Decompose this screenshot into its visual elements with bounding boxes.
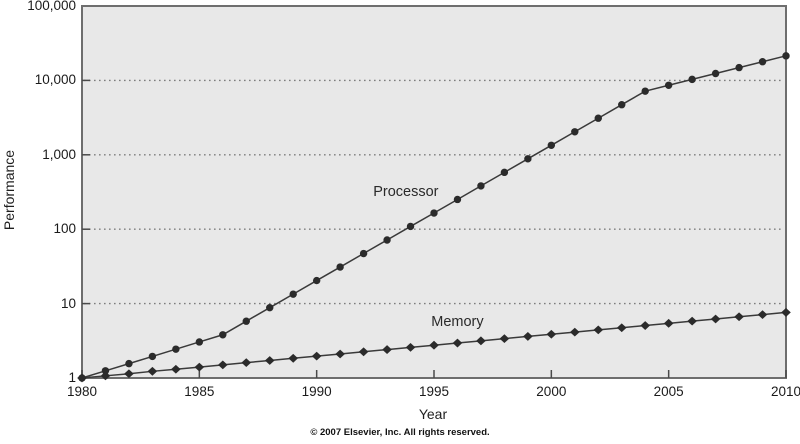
processor-marker [172, 345, 180, 353]
processor-marker [406, 222, 415, 231]
y-axis-title: Performance [1, 149, 17, 231]
processor-marker [195, 338, 204, 346]
memory-marker [781, 308, 791, 317]
processor-marker [758, 58, 767, 66]
memory-marker [570, 327, 580, 337]
processor-marker [782, 52, 790, 60]
memory-marker [405, 342, 416, 352]
memory-marker [429, 340, 439, 350]
memory-marker [358, 347, 369, 357]
y-tick-label: 100,000 [27, 0, 76, 13]
processor-marker [524, 155, 532, 163]
memory-marker [171, 364, 181, 374]
memory-marker [640, 321, 650, 330]
memory-marker [757, 310, 768, 320]
series-label-memory: Memory [431, 313, 484, 330]
x-tick-label: 1995 [418, 384, 450, 399]
y-tick-label: 1,000 [42, 146, 76, 162]
memory-marker [663, 318, 674, 328]
memory-marker [710, 314, 721, 324]
y-tick-label: 10,000 [34, 72, 76, 88]
processor-marker [477, 182, 485, 190]
processor-marker [453, 195, 462, 204]
processor-marker [289, 290, 297, 298]
processor-marker [219, 331, 227, 339]
x-tick-label: 2000 [536, 384, 567, 399]
processor-marker [148, 352, 157, 361]
processor-marker [711, 69, 720, 78]
x-tick-label: 1985 [184, 384, 215, 399]
series-label-processor: Processor [373, 183, 439, 200]
x-tick-label: 1980 [66, 384, 98, 399]
memory-marker [124, 369, 134, 379]
memory-marker [687, 316, 697, 326]
memory-marker [616, 323, 627, 333]
y-tick-label: 10 [60, 295, 76, 311]
processor-marker [618, 100, 626, 109]
memory-marker [476, 336, 486, 346]
memory-marker [288, 353, 298, 363]
memory-marker [241, 358, 252, 368]
copyright-notice: © 2007 Elsevier, Inc. All rights reserve… [310, 427, 490, 438]
processor-marker [641, 87, 649, 95]
processor-marker [336, 263, 344, 271]
processor-marker [359, 249, 368, 258]
y-tick-label: 100 [53, 221, 76, 237]
processor-marker [266, 303, 274, 312]
memory-marker [147, 366, 158, 376]
memory-marker [593, 325, 604, 335]
memory-marker [523, 332, 533, 341]
processor-marker [430, 209, 438, 217]
processor-marker [125, 359, 133, 368]
y-tick-label: 1 [68, 370, 76, 385]
plot-area [81, 5, 787, 379]
x-tick-label: 2010 [770, 384, 800, 399]
memory-marker [100, 371, 111, 381]
memory-marker [194, 362, 205, 372]
processor-marker [242, 317, 250, 325]
processor-marker [383, 236, 391, 244]
processor-marker [594, 114, 602, 122]
processor-marker [664, 81, 673, 89]
memory-marker [382, 345, 392, 354]
memory-marker [734, 312, 744, 322]
memory-marker [311, 351, 322, 361]
processor-marker [571, 128, 579, 136]
memory-marker [452, 338, 463, 348]
memory-marker [546, 329, 557, 339]
memory-marker [264, 356, 275, 365]
memory-marker [335, 349, 345, 359]
processor-marker [735, 63, 743, 72]
memory-marker [218, 360, 228, 370]
processor-marker [500, 168, 509, 177]
x-tick-label: 1990 [301, 384, 332, 399]
processor-marker [547, 141, 556, 149]
processor-marker [688, 75, 696, 84]
processor-marker [312, 276, 321, 285]
processor-marker [101, 367, 110, 375]
x-axis-title: Year [418, 406, 448, 422]
x-tick-label: 2005 [653, 384, 684, 399]
memory-marker [77, 373, 87, 383]
memory-marker [499, 334, 510, 344]
